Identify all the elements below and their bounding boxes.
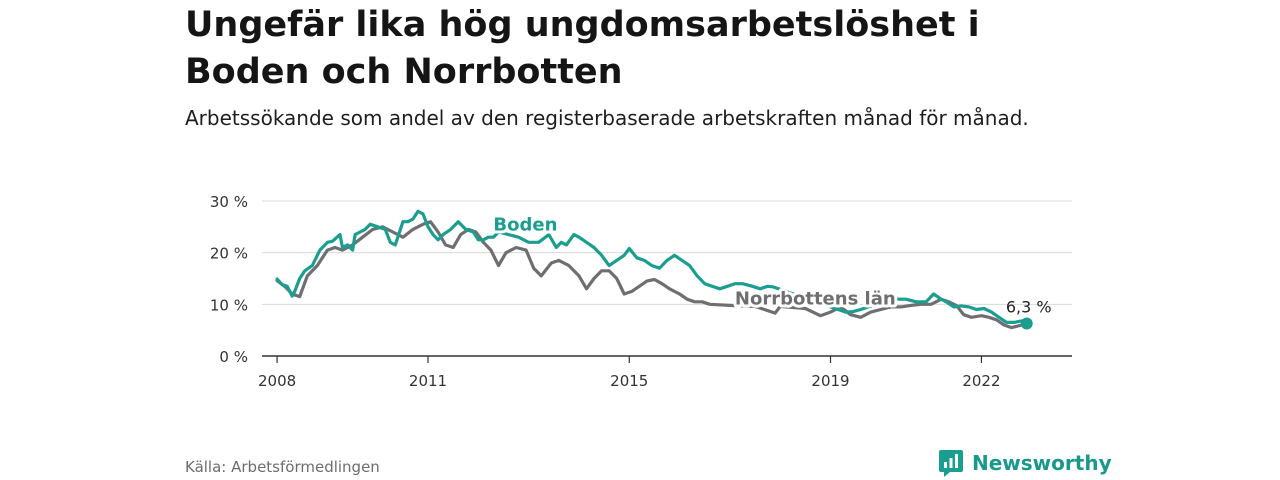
source-note: Källa: Arbetsförmedlingen — [185, 458, 380, 476]
x-tick-label: 2011 — [409, 372, 447, 390]
y-tick-label: 0 % — [219, 348, 248, 366]
x-tick-label: 2022 — [962, 372, 1000, 390]
newsworthy-logo-icon — [939, 450, 963, 477]
y-tick-label: 10 % — [210, 296, 248, 314]
x-tick-label: 2008 — [258, 372, 296, 390]
series-label-boden: Boden — [493, 214, 557, 235]
x-tick-label: 2019 — [811, 372, 849, 390]
y-tick-label: 30 % — [210, 193, 248, 211]
series-label-norrbotten: Norrbottens län — [735, 288, 896, 309]
chart-title: Ungefär lika hög ungdomsarbetslöshet i B… — [185, 5, 980, 92]
y-tick-label: 20 % — [210, 245, 248, 263]
end-value-label: 6,3 % — [1006, 297, 1052, 316]
series-label-norrbotten-halo: Norrbottens län — [735, 288, 896, 309]
brand-name: Newsworthy — [972, 451, 1112, 475]
chart-subtitle: Arbetssökande som andel av den registerb… — [185, 106, 1029, 130]
series-line-boden — [275, 209, 1029, 325]
series-label-boden-halo: Boden — [493, 214, 557, 235]
end-point-marker — [1020, 317, 1033, 330]
x-tick-label: 2015 — [610, 372, 648, 390]
line-chart: 0 % 10 % 20 % 30 % 2008 2011 2015 2019 2022 Boden… — [210, 193, 1072, 390]
newsworthy-logo[interactable]: Newsworthy — [938, 448, 1112, 478]
